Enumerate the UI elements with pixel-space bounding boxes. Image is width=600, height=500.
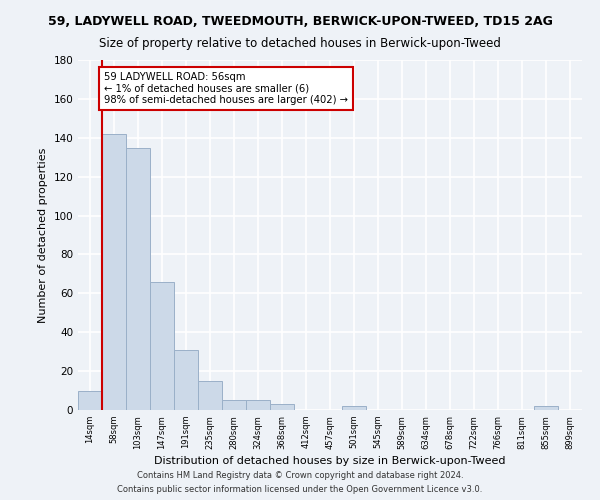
Bar	[222, 400, 246, 410]
Text: 59 LADYWELL ROAD: 56sqm
← 1% of detached houses are smaller (6)
98% of semi-deta: 59 LADYWELL ROAD: 56sqm ← 1% of detached…	[104, 72, 349, 105]
Text: Contains HM Land Registry data © Crown copyright and database right 2024.: Contains HM Land Registry data © Crown c…	[137, 470, 463, 480]
Text: Contains public sector information licensed under the Open Government Licence v3: Contains public sector information licen…	[118, 486, 482, 494]
Bar	[150, 282, 174, 410]
Bar	[126, 148, 150, 410]
X-axis label: Distribution of detached houses by size in Berwick-upon-Tweed: Distribution of detached houses by size …	[154, 456, 506, 466]
Bar	[198, 381, 222, 410]
Bar	[534, 406, 558, 410]
Bar	[102, 134, 126, 410]
Bar	[342, 406, 366, 410]
Bar	[78, 390, 102, 410]
Bar	[174, 350, 198, 410]
Bar	[246, 400, 270, 410]
Y-axis label: Number of detached properties: Number of detached properties	[38, 148, 48, 322]
Text: 59, LADYWELL ROAD, TWEEDMOUTH, BERWICK-UPON-TWEED, TD15 2AG: 59, LADYWELL ROAD, TWEEDMOUTH, BERWICK-U…	[47, 15, 553, 28]
Text: Size of property relative to detached houses in Berwick-upon-Tweed: Size of property relative to detached ho…	[99, 38, 501, 51]
Bar	[270, 404, 294, 410]
